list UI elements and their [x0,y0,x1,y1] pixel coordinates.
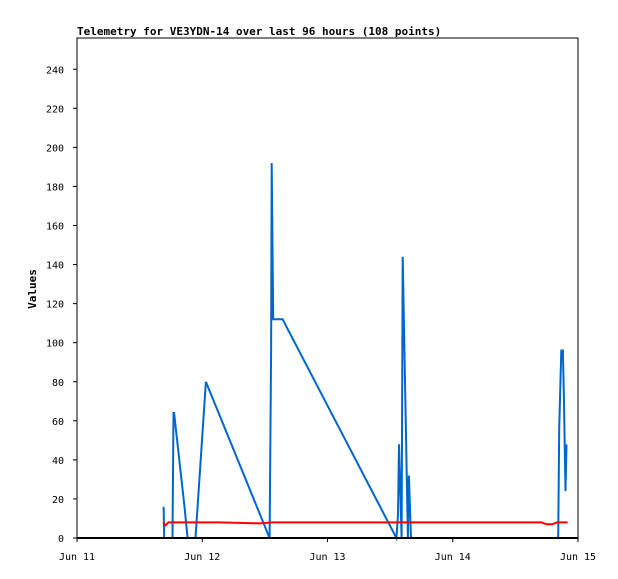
y-tick-label: 160 [46,222,64,233]
y-tick-label: 100 [46,339,64,350]
y-axis-label: Values [26,269,39,309]
y-tick-label: 40 [52,456,64,467]
y-tick-label: 180 [46,182,64,193]
series-line-2 [162,521,568,527]
y-tick-label: 60 [52,417,64,428]
y-axis-ticks: 0 20 40 60 80 100 120 140 160 180 200 220 240 [46,65,77,545]
x-tick-label: Jun 14 [435,552,471,563]
y-tick-label: 120 [46,300,64,311]
plot-area [77,162,578,542]
x-tick-label: Jun 15 [560,552,596,563]
y-tick-label: 140 [46,261,64,272]
x-tick-label: Jun 13 [309,552,345,563]
y-tick-label: 20 [52,495,64,506]
plot-frame [76,37,579,539]
chart-title: Telemetry for VE3YDN-14 over last 96 hou… [77,25,441,38]
x-tick-label: Jun 12 [184,552,220,563]
y-tick-label: 0 [58,534,64,545]
y-tick-label: 80 [52,378,64,389]
series-line-1 [162,162,568,542]
x-tick-label: Jun 11 [59,552,95,563]
y-tick-label: 240 [46,65,64,76]
y-tick-label: 200 [46,143,64,154]
y-tick-label: 220 [46,104,64,115]
x-axis-ticks: Jun 11 Jun 12 Jun 13 Jun 14 Jun 15 [59,538,596,563]
